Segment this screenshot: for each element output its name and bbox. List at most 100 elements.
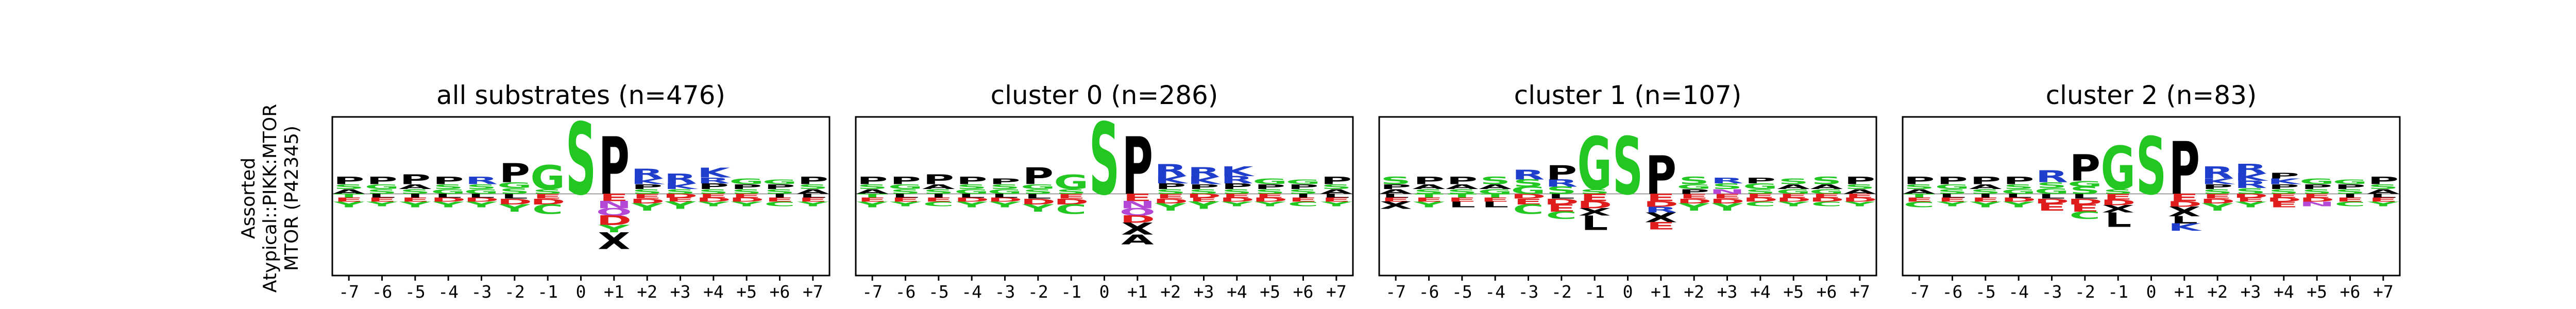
letter-above: P (1122, 121, 1153, 213)
x-tick-label: +2 (637, 282, 657, 302)
letter-above: A (1446, 183, 1479, 191)
letter-below: C (1056, 202, 1087, 217)
letter-below: D (2167, 199, 2202, 209)
x-tick-label: +1 (1127, 282, 1148, 302)
x-tick-label: +3 (670, 282, 691, 302)
letter-below: E (1746, 193, 1775, 199)
letter-above: S (1222, 187, 1252, 195)
letter-below: D (431, 197, 466, 203)
letter-below: E (1971, 197, 2000, 203)
letter-below: E (2203, 193, 2232, 200)
panel-title: all substrates (n=476) (436, 80, 725, 110)
letter-below: E (2269, 193, 2298, 199)
letter-below: Y (1413, 200, 1445, 209)
letter-below: D (530, 197, 565, 207)
letter-below: L (2005, 193, 2032, 199)
letter-below: R (1645, 205, 1677, 214)
letter-above: K (697, 165, 731, 181)
logo-panel-1: cluster 0 (n=286)ASPTEY-7SGPLEY-6SAPIEC-… (855, 80, 1354, 302)
x-tick-label: +5 (1260, 282, 1280, 302)
letter-below: E (1414, 197, 1443, 203)
letter-above: K (1188, 175, 1222, 186)
letter-below: E (666, 197, 694, 203)
letter-above: P (1447, 175, 1478, 186)
letter-below: X (1645, 210, 1677, 226)
letter-below: X (1578, 207, 1611, 218)
letter-below: T (334, 193, 363, 199)
letter-below: L (1548, 193, 1575, 200)
panel-frame (855, 116, 1354, 277)
letter-below: C (2070, 210, 2100, 221)
x-tick-label: -6 (1942, 282, 1963, 302)
letter-below: E (367, 197, 396, 203)
letter-above: S (990, 183, 1020, 191)
letter-above: S (2202, 187, 2233, 195)
x-tick-label: 0 (576, 282, 586, 302)
x-tick-label: -3 (995, 282, 1015, 302)
letter-below: E (2269, 200, 2298, 209)
y-axis-label-line-3: MTOR (P42345) (281, 126, 302, 271)
letter-below: D (2067, 197, 2103, 207)
letter-below: E (1938, 197, 1967, 203)
x-tick-label: +7 (1850, 282, 1870, 302)
letter-below: E (1123, 192, 1152, 203)
letter-above: P (2202, 183, 2233, 191)
letter-below: T (1448, 193, 1477, 199)
letter-below: X (2102, 203, 2134, 215)
letter-above: P (599, 121, 630, 213)
letter-below: D (2200, 197, 2235, 205)
letter-above: S (632, 187, 663, 195)
letter-above: S (1580, 187, 1610, 195)
letter-below: E (699, 193, 728, 199)
x-tick-label: -6 (372, 282, 393, 302)
letter-below: D (2001, 197, 2036, 203)
letter-below: E (1845, 193, 1874, 199)
letter-above: S (2368, 183, 2398, 191)
letter-below: D (1643, 199, 1679, 209)
letter-below: Y (1022, 203, 1054, 214)
letter-below: L (368, 193, 395, 199)
letter-below: Y (598, 224, 630, 235)
letter-above: S (1811, 175, 1842, 186)
x-tick-label: -7 (1909, 282, 1929, 302)
panel-title: cluster 1 (n=107) (1514, 80, 1742, 110)
letter-below: D (1842, 197, 1877, 203)
letter-above: R (1545, 178, 1578, 189)
letter-below: D (1120, 214, 1155, 225)
letter-above: G (1021, 183, 1055, 191)
x-tick-label: +6 (1293, 282, 1314, 302)
letter-below: E (1223, 193, 1251, 199)
letter-below: E (765, 197, 794, 203)
letter-below: T (1905, 193, 1934, 199)
letter-below: E (1905, 197, 1934, 203)
x-tick-label: -7 (1385, 282, 1406, 302)
letter-above: G (988, 187, 1022, 195)
letter-above: S (1679, 175, 1709, 186)
letter-above: S (857, 183, 888, 191)
letter-above: S (732, 187, 762, 195)
letter-below: Y (889, 200, 922, 208)
letter-above: S (1712, 182, 1742, 191)
letter-below: L (1382, 193, 1409, 199)
x-tick-label: +3 (1194, 282, 1214, 302)
letter-above: P (2334, 183, 2365, 191)
letter-below: D (1743, 197, 1778, 203)
letter-below: C (1745, 200, 1776, 208)
letter-below: C (1546, 210, 1577, 221)
letter-below: E (2170, 192, 2199, 203)
x-tick-label: +2 (1160, 282, 1181, 302)
letter-above: G (365, 183, 399, 191)
letter-below: D (2266, 197, 2301, 203)
letter-below: Y (631, 202, 663, 213)
letter-below: E (2071, 203, 2099, 214)
letter-above: S (1288, 187, 1318, 195)
letter-above: P (1155, 182, 1186, 191)
letter-above: G (431, 187, 465, 195)
letter-below: E (2236, 197, 2265, 203)
letter-below: E (533, 193, 562, 200)
letter-below: L (1939, 193, 1965, 199)
letter-above: G (1776, 187, 1810, 195)
letter-above: S (533, 187, 563, 195)
letter-above: P (1287, 183, 1318, 191)
letter-below: Y (1711, 202, 1743, 213)
